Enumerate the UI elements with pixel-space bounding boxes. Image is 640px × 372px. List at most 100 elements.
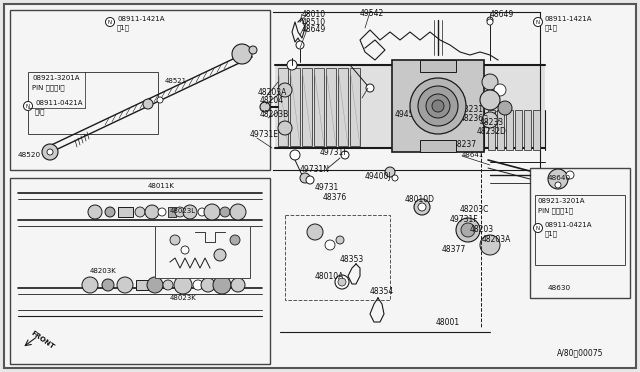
Circle shape	[296, 41, 304, 49]
Text: 48011K: 48011K	[148, 183, 175, 189]
Circle shape	[145, 205, 159, 219]
Circle shape	[494, 84, 506, 96]
Bar	[326, 68, 336, 146]
Bar	[302, 68, 312, 146]
Circle shape	[181, 246, 189, 254]
Bar	[118, 207, 133, 217]
Circle shape	[300, 173, 310, 183]
Circle shape	[183, 205, 197, 219]
Circle shape	[385, 167, 395, 177]
Text: 48376: 48376	[323, 193, 348, 202]
Text: 48649: 48649	[302, 25, 326, 34]
Text: N: N	[26, 103, 30, 109]
Circle shape	[230, 235, 240, 245]
Bar	[488, 110, 495, 150]
Text: 48354: 48354	[370, 287, 394, 296]
Text: 48231: 48231	[460, 105, 484, 114]
Bar	[155, 226, 250, 278]
Text: （1）: （1）	[117, 24, 130, 31]
Circle shape	[534, 17, 543, 26]
Text: 08911-0421A: 08911-0421A	[545, 222, 593, 228]
Bar	[136, 280, 148, 290]
Text: 49731: 49731	[315, 183, 339, 192]
Bar	[28, 72, 158, 134]
Circle shape	[24, 102, 33, 110]
Bar	[506, 110, 513, 150]
Circle shape	[307, 224, 323, 240]
Bar	[10, 178, 270, 364]
Circle shape	[306, 176, 314, 184]
Text: N: N	[536, 19, 540, 25]
Text: FRONT: FRONT	[30, 330, 56, 350]
Text: 48203C: 48203C	[460, 205, 490, 214]
Text: N: N	[536, 225, 540, 231]
Text: 48023K: 48023K	[170, 295, 196, 301]
Bar	[530, 168, 630, 298]
Circle shape	[325, 240, 335, 250]
Text: 48023L: 48023L	[170, 208, 196, 214]
Circle shape	[220, 207, 230, 217]
Circle shape	[231, 278, 245, 292]
Circle shape	[566, 171, 574, 179]
Circle shape	[414, 199, 430, 215]
Circle shape	[42, 144, 58, 160]
Text: 48630: 48630	[548, 285, 571, 291]
Text: 48236、: 48236、	[460, 113, 489, 122]
Text: 48237: 48237	[453, 140, 477, 149]
Circle shape	[214, 249, 226, 261]
Circle shape	[88, 205, 102, 219]
Text: 48510: 48510	[302, 18, 326, 27]
Text: 48203B: 48203B	[260, 110, 289, 119]
Text: 48204: 48204	[260, 96, 284, 105]
Circle shape	[540, 169, 560, 189]
Circle shape	[158, 208, 166, 216]
Circle shape	[487, 17, 493, 23]
Bar	[535, 195, 625, 265]
Bar	[10, 10, 270, 170]
Bar	[285, 215, 390, 300]
Text: 48377: 48377	[442, 245, 467, 254]
Circle shape	[106, 17, 115, 26]
Circle shape	[193, 280, 203, 290]
Circle shape	[545, 169, 551, 175]
Circle shape	[534, 224, 543, 232]
Circle shape	[480, 235, 500, 255]
Circle shape	[410, 78, 466, 134]
Bar	[392, 60, 484, 152]
Circle shape	[287, 60, 297, 70]
Circle shape	[335, 275, 349, 289]
Circle shape	[432, 100, 444, 112]
Circle shape	[47, 149, 53, 155]
Bar	[420, 140, 456, 152]
Text: 49731F: 49731F	[450, 215, 479, 224]
Text: 08911-1421A: 08911-1421A	[117, 16, 164, 22]
Circle shape	[174, 276, 192, 294]
Text: 49542: 49542	[360, 9, 384, 18]
Circle shape	[175, 207, 185, 217]
Text: 49731N: 49731N	[300, 165, 330, 174]
Bar	[420, 60, 456, 72]
Circle shape	[482, 112, 498, 128]
Text: 48010A: 48010A	[315, 272, 344, 281]
Bar	[497, 110, 504, 150]
Text: 48203A: 48203A	[258, 88, 287, 97]
Circle shape	[135, 207, 145, 217]
Bar	[275, 65, 545, 148]
Bar	[524, 110, 531, 150]
Text: 49731F: 49731F	[320, 148, 349, 157]
Circle shape	[338, 278, 346, 286]
Circle shape	[456, 218, 480, 242]
Circle shape	[548, 169, 568, 189]
Text: 49731E: 49731E	[250, 130, 279, 139]
Circle shape	[105, 207, 115, 217]
Circle shape	[392, 175, 398, 181]
Circle shape	[290, 150, 300, 160]
Circle shape	[418, 203, 426, 211]
Text: 08921-3201A: 08921-3201A	[538, 198, 586, 204]
Bar	[168, 207, 176, 217]
Text: 48010: 48010	[302, 10, 326, 19]
Text: 08921-3201A: 08921-3201A	[32, 75, 79, 81]
Circle shape	[487, 19, 493, 25]
Circle shape	[102, 279, 114, 291]
Text: N: N	[108, 19, 112, 25]
